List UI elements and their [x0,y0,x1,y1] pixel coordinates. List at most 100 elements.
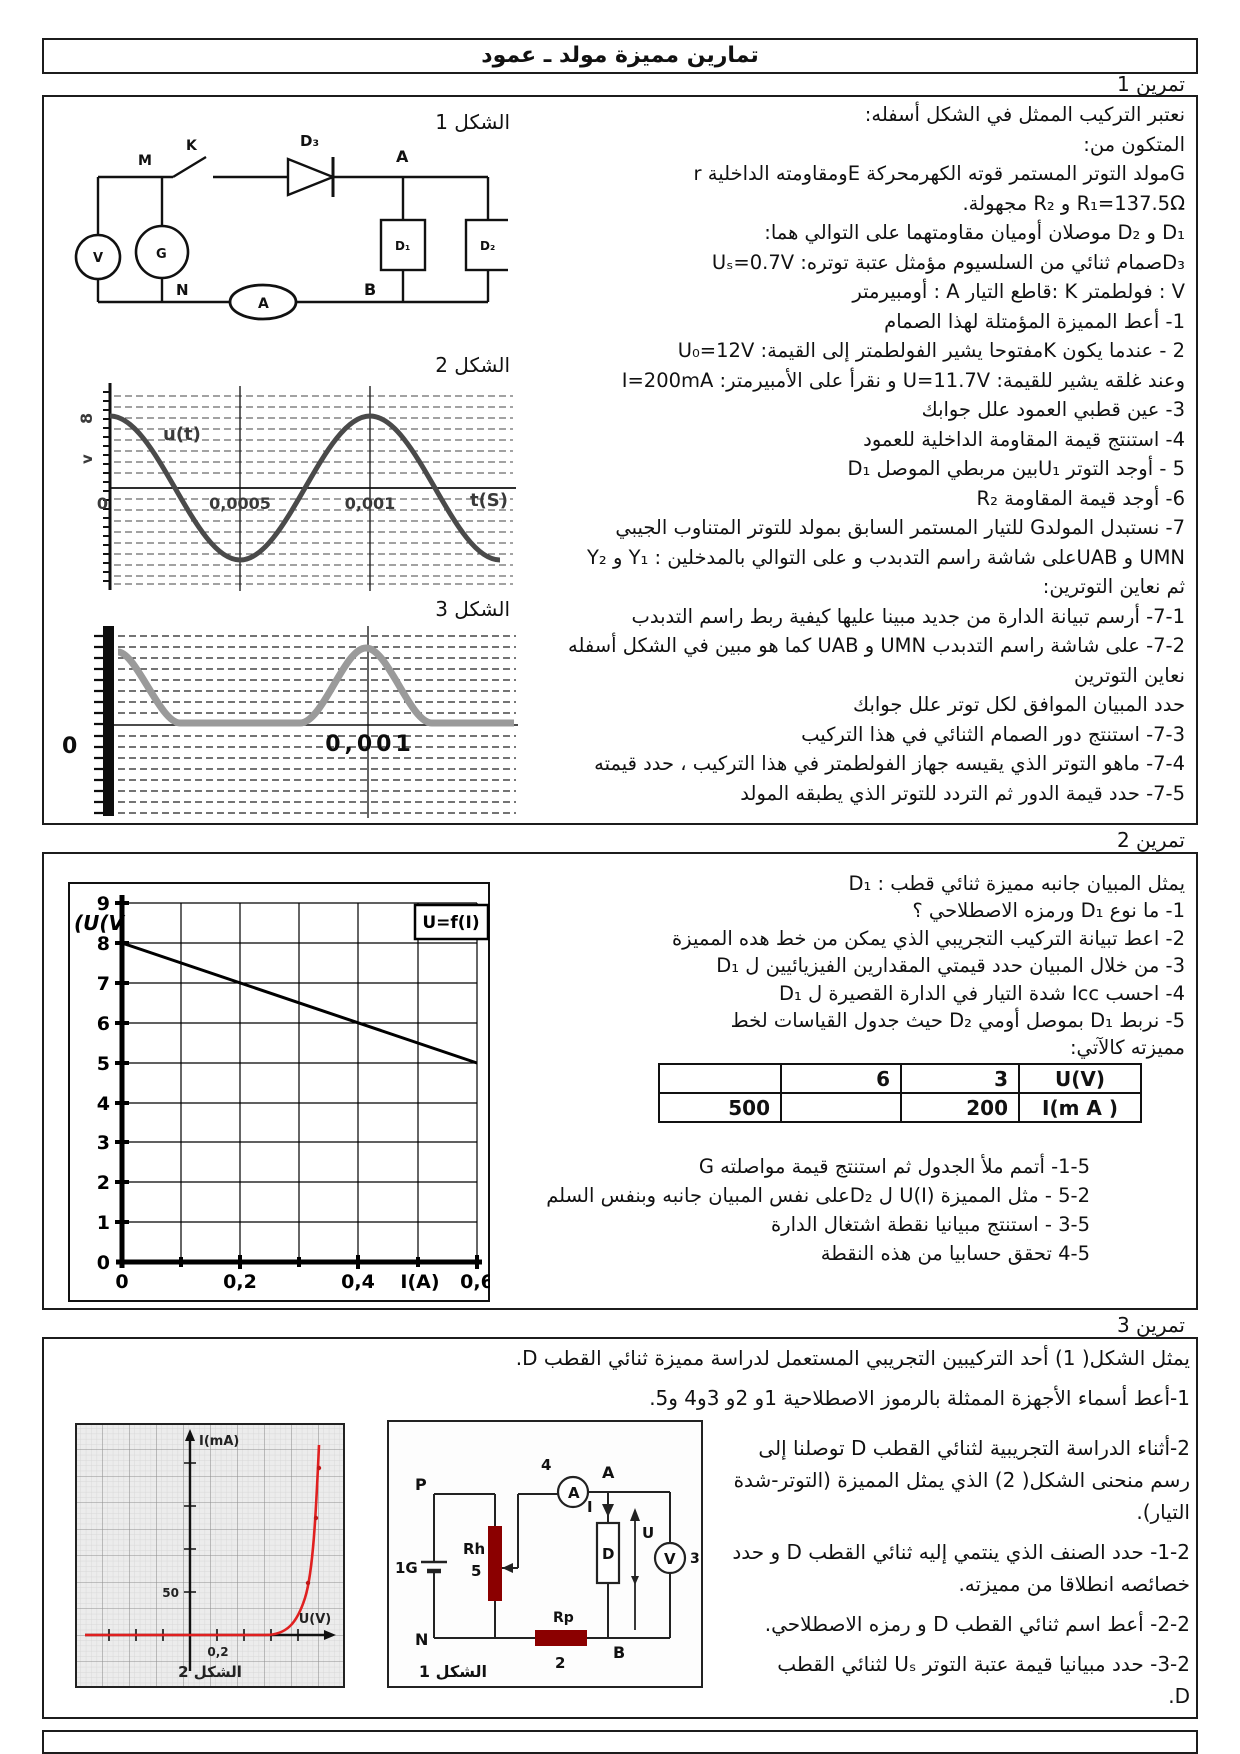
ufi-line [121,941,478,1065]
text-line: 3-5 - استنتج مبيانيا نقطة اشتغال الدارة [770,1213,1090,1236]
voltmeter-label: V [93,251,103,266]
text-line: 7-3- استنتج دور الصمام الثنائي في هذا ال… [801,722,1185,746]
curve-label: u(t) [163,424,201,445]
text-line: 7-4- ماهو التوتر الذي يقيسه جهاز الفولطم… [594,752,1185,775]
waveform-figure-2: u(t) 8 v 0 0,0005 0,001 t(S) [77,383,516,591]
table-cell [658,1063,782,1094]
text-line: التيار). [1136,1500,1190,1524]
table-row: 6 3 U(V) [658,1063,1142,1094]
table-header-ima: I(m A ) [1018,1092,1142,1123]
fig3-labels: 0 0,001 [62,732,415,759]
resistor-rp [535,1630,587,1646]
text-line: نعاين التوترين [1073,663,1185,687]
rectified-curve [116,644,514,727]
ytick: 9 [97,893,110,915]
xaxis-label: t(S) [470,490,508,511]
text-line: ثم نعاين التوترين: [1042,575,1185,598]
resistor-number: 2 [555,1654,565,1672]
ytick-8: 8 [77,413,96,424]
text-line: 1- ما نوع D₁ ورمزه الاصطلاحي ؟ [912,899,1185,923]
text-line: 4- احسب Icc شدة التيار في الدارة القصيرة… [779,981,1185,1005]
generator-label: G [156,247,167,262]
node-a-label: A [396,147,409,166]
title-box: تمارين مميزة مولد ـ عمود [42,38,1198,74]
text-line: 4-5 تحقق حسابيا من هذه النقطة [820,1242,1090,1265]
xtick-0005: 0,0005 [209,494,271,513]
text-line: 5 - أوجد التوتر U₁بين مربطي الموصل D₁ [847,457,1186,480]
measurement-table: 6 3 U(V) 500 200 I(m A ) [658,1063,1142,1123]
exercise1-label: تمرين 1 [1116,72,1185,96]
generator-1g-label: 1G [395,1559,418,1577]
rheostat-label: Rh [463,1540,485,1558]
text-line: المتكون من: [1083,132,1185,156]
meters [556,1475,687,1575]
xtick-0: 0 [62,734,77,759]
ytick: 6 [97,1013,110,1035]
table-cell: 500 [658,1092,782,1123]
text-line: 7- نستبدل المولدG للتيار المستمر السابق … [615,516,1185,539]
u-arrow [630,1508,640,1630]
y-unit: v [78,454,96,464]
page-title: تمارين مميزة مولد ـ عمود [481,43,759,68]
table-cell: 3 [900,1063,1020,1094]
figure2-caption: الشكل 2 [435,353,510,377]
ytick: 7 [97,973,110,995]
text-line: 1-2- حدد الصنف الذي ينتمي إليه ثنائي الق… [732,1540,1190,1564]
diode-D3-symbol [286,157,337,197]
node-b-label: B [364,280,376,299]
table-row: 500 200 I(m A ) [658,1092,1142,1123]
figure3-caption: الشكل 3 [435,597,510,621]
xaxis-label: U(V) [299,1612,332,1627]
text-line: 5-2 - مثل المميزة U(I) ل D₂على نفس المبي… [546,1184,1090,1207]
xtick-001: 0,001 [325,732,415,757]
battery-symbol [421,1560,447,1574]
ytick-50: 50 [162,1586,179,1600]
ytick: 3 [97,1132,110,1154]
text-line: D₁ و D₂ موصلان أوميان مقاومتهما على التو… [764,221,1185,244]
text-line: R₁=137.5Ω و R₂ مجهولة. [962,191,1185,215]
dipole-d1-label: D₁ [395,239,410,253]
ytick: 8 [97,933,110,955]
text-line: D₃صمام ثنائي من السلسيوم مؤمثل عتبة توتر… [711,250,1185,274]
voltmeter-number: 3 [690,1551,700,1567]
node-b-label: B [613,1643,625,1662]
exercise3-label: تمرين 3 [1116,1313,1185,1337]
ammeter-number: 4 [541,1456,551,1474]
text-line: 1- أعط المميزة المؤمتلة لهذا الصمام [884,309,1185,333]
node-m-label: M [138,153,152,169]
table-cell: 6 [780,1063,902,1094]
switch-k-label: K [186,138,198,154]
circuit-labels: M K D₃ A N B D₁ D₂ V G A [93,132,495,312]
rheostat-number: 5 [471,1562,481,1580]
node-n-label: N [415,1630,428,1649]
table-cell [780,1092,902,1123]
voltage-u-label: U [642,1524,654,1542]
text-line: خصائصه انطلاقا من مميزته. [958,1572,1190,1596]
current-i-label: I [587,1498,593,1516]
footer-empty-box [42,1730,1198,1754]
table-cell: 200 [900,1092,1020,1123]
legend: U=f(I) [413,903,490,941]
text-line: 3- عين قطبي العمود علل جوابك [921,398,1185,421]
figure-caption: الشكل 1 [419,1662,487,1681]
graph-axes [115,895,482,1269]
exercise1-text: نعتبر التركيب الممثل في الشكل أسفله: الم… [520,100,1185,808]
diode-curve [85,1444,322,1637]
graph-tick-labels: 9 8 7 6 5 4 3 2 1 0 0 0,2 0,4 I(A) 0,6 (… [74,893,490,1293]
legend-text: U=f(I) [422,913,479,933]
ammeter-letter: A [568,1484,580,1502]
node-n-label: N [176,281,189,299]
resistor-rp-label: Rp [553,1610,574,1626]
diode-characteristic-figure: I(mA) 50 U(V) 0,2 الشكل 2 [75,1423,345,1688]
text-line: نعتبر التركيب الممثل في الشكل أسفله: [864,103,1185,126]
text-line: 2- اعط تبيانة التركيب التجريبي الذي يمكن… [671,926,1185,950]
text-line: 2-أثناء الدراسة التجريبية لثنائي القطب D… [758,1436,1190,1460]
diode-d-label: D [602,1545,614,1563]
xtick: 0,6 [460,1271,490,1293]
circuit-figure-1: M K D₃ A N B D₁ D₂ V G A [74,132,508,321]
yaxis-label: I(mA) [199,1434,239,1449]
ytick: 4 [97,1093,110,1115]
text-line: 2 - عندما يكون Kمفتوحا يشير الفولطمتر إل… [677,339,1185,362]
xaxis-label: I(A) [400,1271,439,1293]
